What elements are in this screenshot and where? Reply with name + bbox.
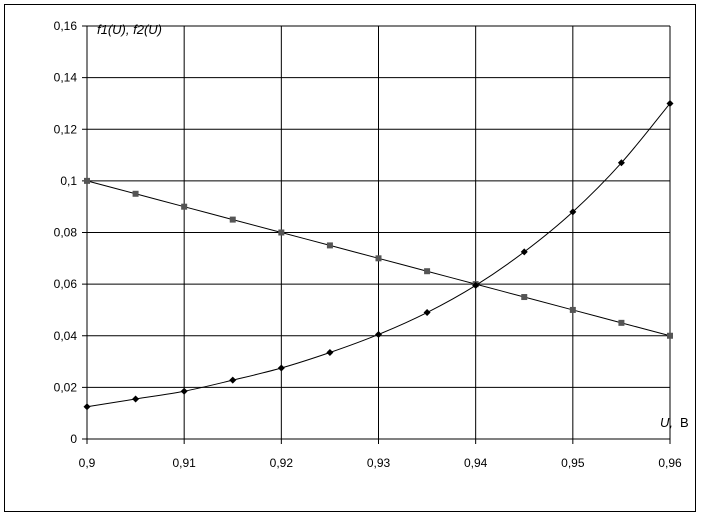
data-point-square: [278, 229, 285, 236]
x-tick-label: 0,9: [79, 456, 96, 470]
data-point-diamond: [423, 309, 431, 317]
y-tick-label: 0: [70, 432, 77, 446]
data-point-square: [181, 203, 188, 210]
y-tick-label: 0,06: [54, 277, 78, 291]
x-tick-label: 0,93: [367, 456, 391, 470]
x-tick-labels: 0,9 0,91 0,92 0,93 0,94 0,95 0,96: [79, 456, 682, 470]
data-point-square: [84, 177, 90, 184]
x-tick-label: 0,96: [658, 456, 682, 470]
x-tick-label: 0,92: [270, 456, 294, 470]
data-point-diamond: [375, 330, 382, 338]
x-axis-label-unit: B: [680, 415, 689, 430]
y-tick-label: 0,02: [54, 380, 78, 394]
x-axis-label-variable: U,: [660, 415, 673, 430]
series-group: [83, 99, 674, 411]
data-point-diamond: [666, 99, 674, 107]
data-point-square: [326, 242, 333, 249]
y-tick-labels: 0 0,02 0,04 0,06 0,08 0,1 0,12 0,14 0,16: [54, 19, 78, 446]
data-point-square: [424, 268, 431, 275]
y-tick-label: 0,08: [54, 226, 78, 240]
data-point-diamond: [229, 376, 237, 384]
data-point-diamond: [569, 208, 577, 216]
y-tick-label: 0,12: [54, 122, 78, 136]
x-tick-label: 0,94: [464, 456, 488, 470]
data-point-square: [521, 294, 528, 301]
y-tick-label: 0,14: [54, 71, 78, 85]
grid: [87, 25, 671, 439]
data-point-diamond: [132, 395, 140, 403]
x-tick-label: 0,95: [561, 456, 585, 470]
data-point-diamond: [180, 387, 188, 395]
y-axis-label: f1(U), f2(U): [97, 22, 162, 37]
data-point-diamond: [277, 364, 285, 372]
y-tick-label: 0,04: [54, 329, 78, 343]
data-point-diamond: [472, 281, 480, 289]
data-point-diamond: [520, 248, 528, 256]
data-point-square: [229, 216, 236, 223]
data-point-diamond: [617, 159, 625, 167]
data-point-diamond: [83, 403, 91, 411]
data-point-square: [618, 319, 625, 326]
data-point-square: [569, 306, 576, 313]
y-tick-label: 0,16: [54, 19, 78, 33]
data-point-diamond: [326, 349, 334, 357]
axes: [82, 25, 671, 444]
data-point-square: [375, 255, 382, 262]
chart-frame: [4, 4, 696, 512]
x-tick-label: 0,91: [172, 456, 196, 470]
data-point-square: [667, 332, 673, 339]
y-tick-label: 0,1: [60, 174, 77, 188]
data-point-square: [132, 190, 139, 197]
